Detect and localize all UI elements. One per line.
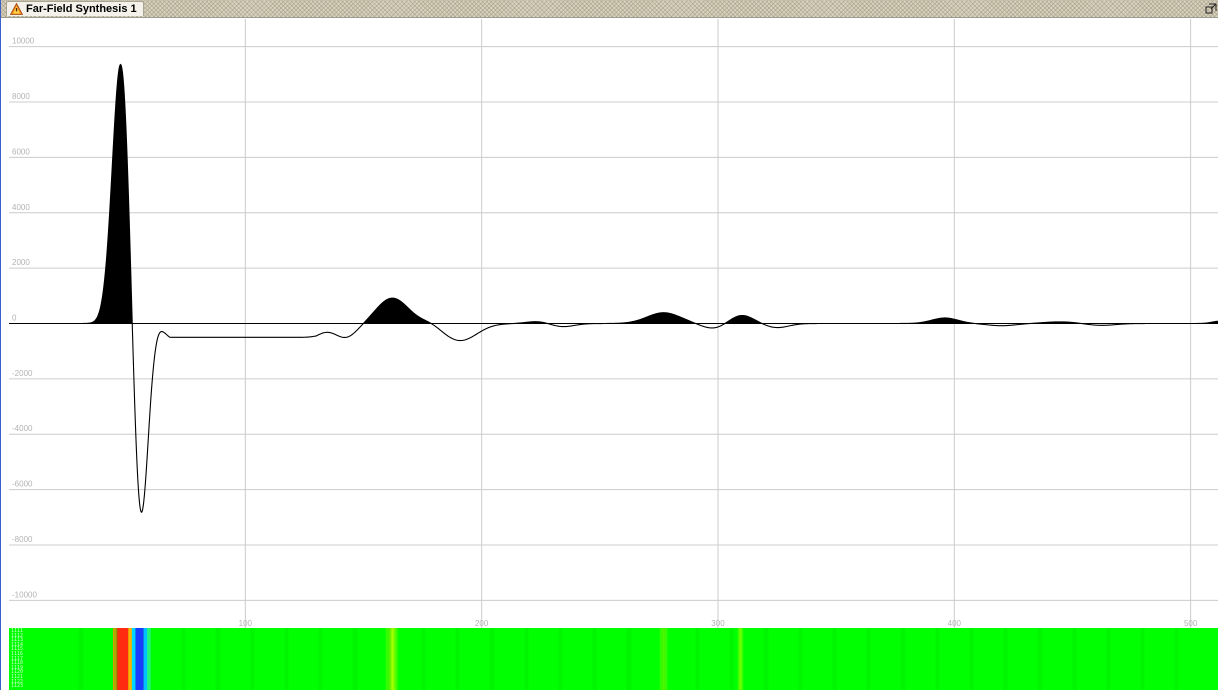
y-tick-label: -6000 — [12, 480, 33, 489]
heatmap-strip: 1111 1112 1113 1114 1115 1116 1117 1118 1119 1120… — [9, 628, 1218, 690]
y-tick-label: 6000 — [12, 147, 30, 156]
trace-chart-svg: 10000 8000 6000 4000 2000 0 -2000 -4000 -6000 -80… — [9, 19, 1218, 628]
heatmap-row-label: 1114 — [11, 641, 24, 648]
y-tick-label: 0 — [12, 314, 17, 323]
heatmap-band — [658, 628, 669, 690]
heatmap-row-label: 1119 — [11, 664, 24, 671]
heatmap-row-label: 1112 — [11, 632, 24, 639]
x-tick-label: 500 — [1184, 619, 1198, 628]
y-tick-label: 2000 — [12, 258, 30, 267]
window-title-bar[interactable]: Far-Field Synthesis 1 — [1, 0, 1218, 18]
y-tick-label: 4000 — [12, 203, 30, 212]
heatmap-row-label: 1117 — [11, 655, 24, 662]
trace-line — [9, 63, 1218, 514]
y-tick-label: -8000 — [12, 535, 33, 544]
heatmap-row-label: 1121 — [11, 674, 24, 680]
heatmap-row-label: 1111 — [11, 628, 24, 634]
maximize-icon — [1205, 3, 1217, 14]
heatmap-band — [116, 628, 129, 690]
heatmap-band — [131, 628, 136, 690]
y-tick-label: -10000 — [12, 590, 37, 599]
window-title-tab[interactable]: Far-Field Synthesis 1 — [6, 1, 144, 16]
heatmap-row-labels: 1111 1112 1113 1114 1115 1116 1117 1118 1119 1120… — [9, 628, 27, 690]
heatmap-row-label: 1122 — [11, 678, 24, 685]
warning-triangle-icon — [10, 3, 23, 15]
maximize-button[interactable] — [1205, 3, 1217, 15]
y-tick-label: 8000 — [12, 92, 30, 101]
heatmap-row-label: 1123 — [11, 683, 24, 690]
heatmap-band — [143, 628, 148, 690]
heatmap-row-label: 1120 — [11, 669, 24, 676]
heatmap-band — [384, 628, 399, 690]
x-tick-label: 400 — [948, 619, 962, 628]
positive-lobe-fill — [9, 64, 1218, 324]
y-tick-label: -4000 — [12, 424, 33, 433]
heatmap-row-label: 1118 — [11, 660, 24, 667]
x-tick-label: 200 — [475, 619, 489, 628]
x-tick-label: 100 — [239, 619, 253, 628]
y-tick-label: 10000 — [12, 37, 35, 46]
heatmap-bands — [78, 628, 1179, 690]
y-tick-label: -2000 — [12, 369, 33, 378]
heatmap-row-label: 1113 — [11, 637, 24, 644]
seismic-trace-plot[interactable]: 10000 8000 6000 4000 2000 0 -2000 -4000 -6000 -80… — [1, 19, 1218, 628]
heatmap-row-label: 1115 — [11, 646, 24, 653]
heatmap-band — [135, 628, 144, 690]
x-tick-label: 300 — [711, 619, 725, 628]
heatmap-band — [128, 628, 132, 690]
heatmap-band — [736, 628, 744, 690]
heatmap-row-label: 1116 — [11, 651, 24, 657]
window-title: Far-Field Synthesis 1 — [26, 2, 137, 15]
